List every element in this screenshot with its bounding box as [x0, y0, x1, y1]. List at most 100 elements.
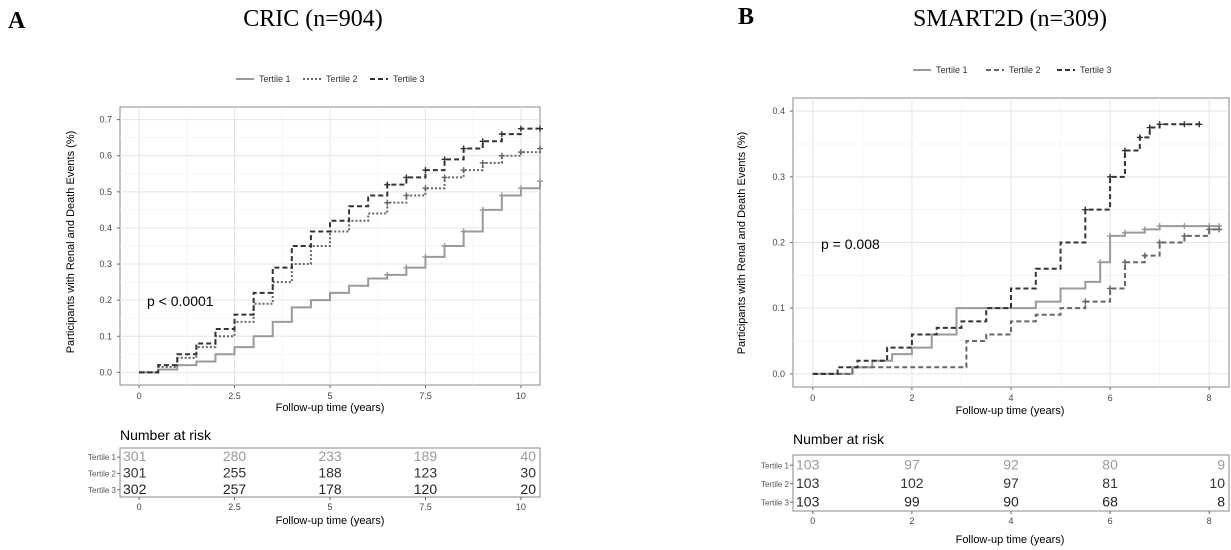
risk-value: 301: [123, 448, 147, 464]
censor-mark-series-2: [479, 159, 486, 166]
censor-mark-series-2: [1141, 252, 1148, 259]
risk-value: 97: [1003, 475, 1019, 491]
risk-b-title: Number at risk: [793, 431, 885, 447]
censor-mark-series-2: [1156, 239, 1163, 246]
risk-b-x-label: Follow-up time (years): [956, 534, 1065, 546]
x-tick-label: 0: [137, 391, 142, 401]
panel-a-title: CRIC (n=904): [243, 6, 383, 32]
series-line-3: [812, 123, 1200, 375]
censor-mark-series-3: [1146, 124, 1153, 131]
risk-row-label: Tertile 2: [761, 480, 790, 489]
censor-mark-series-3: [384, 181, 391, 188]
risk-value: 189: [414, 448, 438, 464]
risk-value: 80: [1102, 456, 1118, 472]
risk-a-body: Tertile 1 301 280 233 189 40 Tertile 2 301 255 18…: [88, 448, 536, 512]
censor-mark-series-3: [441, 156, 448, 163]
censor-mark-series-2: [1216, 226, 1223, 233]
panel-a-y-label: Participants with Renal and Death Events…: [65, 131, 77, 354]
censor-mark-series-3: [1196, 121, 1203, 128]
panel-b-legend: Tertile 1 Tertile 2 Tertile 3: [913, 65, 1112, 75]
legend-a-label-3: Tertile 3: [393, 74, 425, 84]
panel-b-annotation: p = 0.008: [821, 236, 880, 252]
panel-a-x-label: Follow-up time (years): [276, 402, 385, 414]
censor-mark-series-3: [1136, 134, 1143, 141]
censor-mark-series-3: [479, 138, 486, 145]
censor-mark-series-1: [460, 228, 467, 235]
x-tick-label: 10: [516, 391, 526, 401]
censor-mark-series-1: [537, 178, 543, 185]
risk-value: 123: [414, 464, 438, 480]
risk-x-tick-label: 6: [1108, 516, 1113, 526]
risk-b-box: [792, 454, 1230, 512]
y-tick-label: 0.4: [772, 106, 785, 116]
risk-x-tick-label: 4: [1008, 516, 1013, 526]
risk-value: 233: [318, 448, 342, 464]
panel-b-series: [812, 121, 1223, 375]
legend-b-label-3: Tertile 3: [1080, 65, 1112, 75]
panel-b-letter: B: [738, 4, 754, 30]
panel-b-risk-table: Number at risk Tertile 1 103 97 92 80 9Tertil…: [761, 431, 1230, 546]
risk-value: 302: [123, 481, 147, 497]
panel-b-y-ticks: 0.0 0.1 0.2 0.3 0.4: [772, 106, 793, 379]
y-tick-label: 0.3: [99, 259, 112, 269]
censor-mark-series-3: [1107, 173, 1114, 180]
censor-mark-series-2: [1181, 232, 1188, 239]
censor-mark-series-3: [1121, 147, 1128, 154]
risk-value: 280: [223, 448, 247, 464]
risk-value: 301: [123, 464, 147, 480]
y-tick-label: 0.0: [99, 367, 112, 377]
x-tick-label: 8: [1207, 393, 1212, 403]
censor-mark-series-1: [1156, 223, 1163, 230]
risk-value: 178: [318, 481, 342, 497]
risk-a-title: Number at risk: [120, 427, 212, 443]
series-line-2: [139, 148, 541, 374]
censor-mark-series-3: [537, 125, 543, 132]
y-tick-label: 0.1: [99, 331, 112, 341]
panel-b-x-label: Follow-up time (years): [956, 405, 1065, 417]
censor-mark-series-2: [403, 192, 410, 199]
panel-b-x-ticks: 0 2 4 6 8: [810, 387, 1212, 403]
censor-mark-series-1: [422, 253, 429, 260]
x-tick-label: 7.5: [419, 391, 432, 401]
risk-value: 103: [796, 475, 820, 491]
legend-b-label-2: Tertile 2: [1009, 65, 1041, 75]
risk-value: 10: [1209, 475, 1225, 491]
risk-x-tick-label: 5: [327, 502, 332, 512]
series-line-3: [139, 127, 540, 374]
risk-row-label: Tertile 3: [88, 486, 117, 495]
risk-value: 8: [1217, 493, 1225, 509]
risk-x-tick-label: 2.5: [228, 502, 241, 512]
risk-value: 102: [900, 475, 924, 491]
censor-mark-series-1: [384, 271, 391, 278]
risk-row-label: Tertile 3: [761, 498, 790, 507]
risk-value: 9: [1217, 456, 1225, 472]
censor-mark-series-2: [422, 185, 429, 192]
risk-value: 103: [796, 456, 820, 472]
panel-b-title: SMART2D (n=309): [913, 6, 1107, 32]
y-tick-label: 0.6: [99, 151, 112, 161]
censor-mark-series-3: [1181, 121, 1188, 128]
risk-value: 255: [223, 464, 247, 480]
risk-x-tick-label: 0: [810, 516, 815, 526]
y-tick-label: 0.7: [99, 115, 112, 125]
censor-mark-series-1: [441, 243, 448, 249]
y-tick-label: 0.4: [99, 223, 112, 233]
risk-x-tick-label: 2: [909, 516, 914, 526]
censor-mark-series-2: [1206, 226, 1213, 233]
legend-b-label-1: Tertile 1: [936, 65, 968, 75]
risk-value: 97: [904, 456, 920, 472]
risk-row-label: Tertile 1: [88, 453, 117, 462]
panel-b: B SMART2D (n=309) Tertile 1 Tertile 2 Te…: [736, 4, 1230, 546]
censor-mark-series-2: [517, 149, 524, 156]
y-tick-label: 0.0: [772, 369, 785, 379]
censor-mark-series-1: [1141, 226, 1148, 233]
censor-mark-series-3: [517, 125, 524, 132]
risk-row-label: Tertile 1: [761, 461, 790, 470]
risk-value: 90: [1003, 493, 1019, 509]
censor-mark-series-2: [384, 199, 391, 206]
panel-a-series: [139, 125, 543, 374]
risk-a-box: [119, 447, 541, 498]
censor-mark-series-1: [1097, 259, 1104, 266]
